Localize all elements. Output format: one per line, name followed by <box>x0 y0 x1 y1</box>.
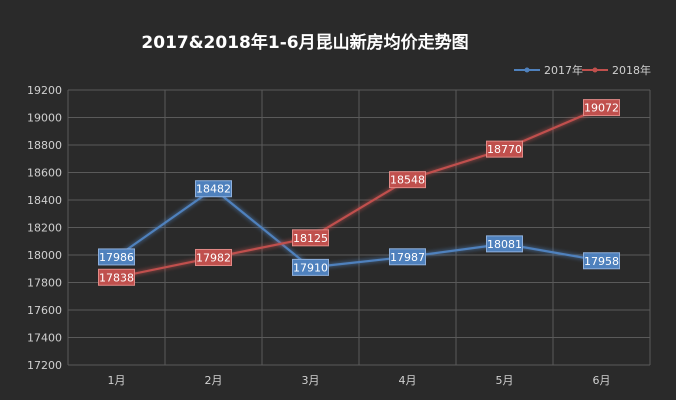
y-tick-label: 17800 <box>27 277 62 290</box>
legend-marker <box>524 67 530 73</box>
y-tick-label: 18200 <box>27 222 62 235</box>
data-label: 19072 <box>584 102 619 115</box>
grid-lines <box>67 89 651 366</box>
data-label: 18482 <box>196 183 231 196</box>
legend-entry: 2018年 <box>582 63 651 77</box>
series-group: 17986 18482 17910 17987 18081 17958 17838 17982… <box>98 99 620 286</box>
data-label-box <box>292 258 329 276</box>
x-tick-label: 5月 <box>496 374 514 387</box>
data-label: 17838 <box>99 271 134 284</box>
chart-title: 2017&2018年1-6月昆山新房均价走势图 <box>141 32 468 53</box>
data-label: 17986 <box>99 251 134 264</box>
x-tick-label: 1月 <box>108 374 126 387</box>
series-1: 17986 18482 17910 17987 18081 17958 <box>98 180 620 276</box>
data-label: 18081 <box>487 238 522 251</box>
data-label: 17982 <box>196 251 231 264</box>
x-tick-label: 2月 <box>205 374 223 387</box>
data-label-box <box>195 180 232 198</box>
data-label: 18125 <box>293 232 328 245</box>
y-tick-label: 18400 <box>27 194 62 207</box>
data-label: 17958 <box>584 255 619 268</box>
data-label-box <box>583 99 620 117</box>
data-label-box <box>486 235 523 253</box>
series-2: 17838 17982 18125 18548 18770 19072 <box>98 99 620 286</box>
legend-marker <box>592 67 598 73</box>
legend-entry: 2017年 <box>514 63 583 77</box>
legend-label: 2017年 <box>544 63 583 77</box>
y-tick-label: 18600 <box>27 167 62 180</box>
data-label-box <box>98 248 135 266</box>
data-label-box <box>486 140 523 158</box>
y-tick-label: 17200 <box>27 359 62 372</box>
y-tick-label: 17400 <box>27 332 62 345</box>
y-tick-label: 18800 <box>27 139 62 152</box>
data-label-box <box>389 171 426 189</box>
legend-label: 2018年 <box>612 63 651 77</box>
y-tick-label: 17600 <box>27 304 62 317</box>
data-label: 17910 <box>293 261 328 274</box>
data-label: 18548 <box>390 174 425 187</box>
x-tick-label: 4月 <box>399 374 417 387</box>
data-label: 17987 <box>390 251 425 264</box>
x-tick-label: 6月 <box>593 374 611 387</box>
y-tick-label: 19200 <box>27 84 62 97</box>
data-label-box <box>292 229 329 247</box>
x-axis: 1月 2月 3月 4月 5月 6月 <box>108 374 611 387</box>
y-axis: 17200 17400 17600 17800 18000 18200 18400 18600… <box>27 84 62 372</box>
legend: 2017年 2018年 <box>514 63 651 77</box>
x-tick-label: 3月 <box>302 374 320 387</box>
data-label-box <box>98 268 135 286</box>
y-tick-label: 19000 <box>27 112 62 125</box>
data-label: 18770 <box>487 143 522 156</box>
y-tick-label: 18000 <box>27 249 62 262</box>
data-label-box <box>195 248 232 266</box>
data-label-box <box>583 252 620 270</box>
data-label-box <box>389 248 426 266</box>
